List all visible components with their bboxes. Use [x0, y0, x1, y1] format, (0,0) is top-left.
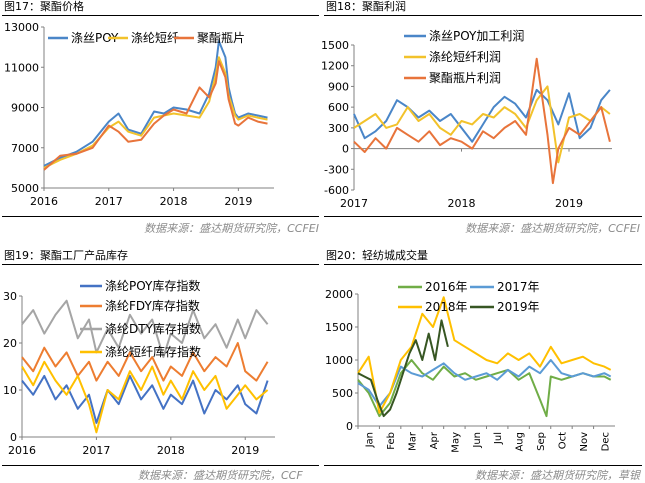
- chart-4: 0 500 1000 1500 2000 Jan Feb Mar Apr May Jun Jul Aug…: [325, 280, 615, 453]
- series-line-3: [21, 299, 269, 359]
- legend-label: 2016年: [425, 280, 468, 294]
- y-tick-label: 30: [3, 290, 17, 303]
- series-line-1: [43, 40, 268, 167]
- source-note-18: 数据来源：盛达期货研究院，CCFEI: [465, 222, 640, 235]
- y-tick-label: 10: [3, 384, 17, 397]
- y-tick-label: 0: [346, 420, 353, 433]
- series-line-4: [357, 319, 449, 418]
- series-line-2: [353, 85, 611, 164]
- legend-label: 聚酯瓶片利润: [429, 71, 501, 85]
- y-tick-label: 1500: [325, 321, 353, 334]
- chart-1: 5000 7000 9000 11000 13000 2016 2017 2018 2019 涤丝…: [4, 21, 274, 208]
- x-tick-label: Apr: [429, 431, 440, 449]
- y-tick-label: 9000: [11, 102, 39, 115]
- panel-rule: [324, 15, 642, 16]
- y-tick-label: 7000: [11, 142, 39, 155]
- x-tick-label: 2019: [555, 197, 583, 210]
- series-line-1: [357, 359, 612, 418]
- legend-label: 2019年: [497, 300, 540, 314]
- series-line-2: [357, 359, 612, 408]
- source-note-19: 数据来源：盛达期货研究院，CCF: [138, 469, 303, 482]
- source-note-17: 数据来源：盛达期货研究院，CCFEI: [144, 222, 319, 235]
- x-tick-label: Dec: [600, 432, 611, 451]
- x-tick-label: Sep: [536, 432, 547, 451]
- legend-label: 2017年: [497, 280, 540, 294]
- series-line-3: [353, 57, 611, 185]
- y-tick-label: 20: [3, 337, 17, 350]
- panel-rule: [324, 264, 642, 265]
- panel-title-18: 图18：聚酯利润: [326, 0, 406, 13]
- y-tick-label: 300: [328, 122, 349, 135]
- x-tick-label: 2019: [224, 195, 252, 208]
- y-tick-label: 2000: [325, 288, 353, 301]
- x-tick-label: Feb: [386, 432, 397, 450]
- legend-label: 涤丝POY加工利润: [429, 29, 524, 43]
- y-tick-label: 0: [10, 431, 17, 444]
- y-tick-label: 0: [342, 143, 349, 156]
- y-tick-label: 1200: [321, 60, 349, 73]
- x-tick-label: Jun: [472, 432, 483, 449]
- y-tick-label: 1000: [325, 354, 353, 367]
- legend-label: 涤纶DTY库存指数: [105, 321, 201, 336]
- y-tick-label: -600: [324, 184, 349, 197]
- series-line-1: [21, 374, 269, 424]
- x-tick-label: 2017: [82, 444, 110, 457]
- x-tick-label: 2018: [448, 197, 476, 210]
- x-tick-label: 2017: [340, 197, 368, 210]
- panel-rule: [2, 15, 319, 16]
- x-tick-label: May: [450, 432, 461, 453]
- legend-label: 聚酯瓶片: [197, 31, 245, 45]
- x-tick-label: Aug: [515, 432, 526, 452]
- series-line-2: [21, 342, 269, 382]
- x-tick-label: 2016: [8, 444, 36, 457]
- panel-rule: [324, 216, 642, 217]
- panel-rule: [2, 465, 319, 466]
- x-tick-label: Nov: [579, 432, 590, 452]
- panel-title-17: 图17：聚酯价格: [4, 0, 84, 13]
- legend-label: 涤纶POY库存指数: [105, 278, 200, 293]
- series-line-3: [357, 296, 612, 414]
- legend-label: 涤纶FDY库存指数: [105, 298, 200, 313]
- x-tick-label: 2016: [30, 195, 58, 208]
- legend-label: 涤丝POY: [71, 31, 119, 45]
- panel-title-20: 图20：轻纺城成交量: [326, 249, 428, 262]
- legend-label: 涤纶短纤库存指数: [105, 344, 201, 359]
- chart-2: -600 -300 0 300 600 900 1200 1500 2017 2018 2019 涤丝…: [321, 29, 612, 210]
- y-tick-label: 11000: [4, 61, 39, 74]
- x-tick-label: Mar: [408, 431, 419, 451]
- x-tick-label: Jan: [365, 432, 376, 448]
- y-tick-label: 5000: [11, 182, 39, 195]
- source-note-20: 数据来源：盛达期货研究院，草银: [475, 469, 640, 482]
- y-tick-label: -300: [324, 163, 349, 176]
- y-tick-label: 1500: [321, 39, 349, 52]
- legend-label: 2018年: [425, 300, 468, 314]
- series-line-1: [353, 88, 611, 143]
- x-tick-label: 2018: [160, 195, 188, 208]
- panel-rule: [324, 465, 642, 466]
- x-tick-label: 2019: [231, 444, 259, 457]
- y-tick-label: 600: [328, 101, 349, 114]
- y-tick-label: 900: [328, 80, 349, 93]
- panel-rule: [2, 264, 319, 265]
- y-tick-label: 500: [332, 387, 353, 400]
- legend-label: 涤纶短纤: [131, 31, 179, 45]
- x-tick-label: Oct: [557, 432, 568, 449]
- series-line-3: [43, 60, 268, 171]
- panel-rule: [2, 216, 319, 217]
- x-tick-label: Jul: [493, 432, 504, 445]
- chart-3: 0 10 20 30 2016 2017 2018 2019 涤纶POY库存指数涤纶FDY库存指…: [3, 278, 275, 457]
- y-tick-label: 13000: [4, 21, 39, 34]
- x-tick-label: 2017: [95, 195, 123, 208]
- panel-title-19: 图19：聚酯工厂产品库存: [4, 249, 128, 262]
- series-line-4: [21, 360, 269, 434]
- legend-label: 涤纶短纤利润: [429, 50, 501, 64]
- x-tick-label: 2018: [157, 444, 185, 457]
